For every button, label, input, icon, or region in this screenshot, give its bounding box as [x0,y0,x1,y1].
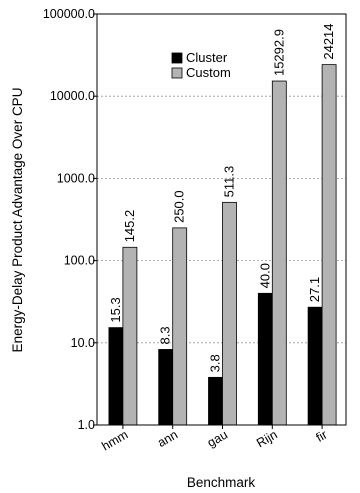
bar-custom-gau [222,201,237,426]
bars-layer [108,64,337,426]
bar-cluster-fir [307,306,323,426]
y-tick-label: 100.0 [64,254,95,268]
bar-cluster-ann [158,349,174,426]
legend-swatch-custom [171,67,183,79]
grid-layer [97,95,346,344]
legend: Cluster Custom [165,46,244,84]
data-label-cluster-gau: 3.8 [208,354,223,372]
data-label-custom-ann: 250.0 [172,190,187,223]
x-axis-title: Benchmark [187,475,256,490]
data-label-custom-fir: 24214 [321,23,336,59]
data-label-custom-gau: 511.3 [222,166,237,198]
y-tick-label: 1.0 [78,418,95,432]
y-tick-label: 100000.0 [43,7,95,21]
x-tick-label: Rijn [254,427,280,450]
y-axis-title: Energy-Delay Product Advantage Over CPU [10,88,25,353]
x-tick-label: hmm [99,427,130,453]
data-label-cluster-rijn: 40.0 [257,263,272,288]
legend-swatch-cluster [171,52,183,64]
bar-cluster-rijn [257,292,273,426]
bar-cluster-gau [208,376,223,426]
data-labels-layer: 15.3 145.2 8.3 250.0 3.8 511.3 40.0 15292.9 27.1… [108,23,336,372]
x-tick-label: ann [155,427,180,450]
bar-custom-hmm [122,246,138,426]
data-label-custom-rijn: 15292.9 [271,29,286,76]
legend-label-cluster: Cluster [186,50,228,65]
bar-custom-fir [321,64,337,426]
bar-custom-rijn [271,80,287,426]
data-label-cluster-fir: 27.1 [307,277,322,302]
data-label-custom-hmm: 145.2 [122,210,137,243]
legend-label-custom: Custom [186,65,231,80]
bar-cluster-hmm [108,327,124,426]
y-tick-label: 10000.0 [50,89,95,103]
y-tick-label: 1000.0 [57,171,95,185]
x-tick-label: gau [205,427,230,450]
y-tick-label: 10.0 [71,336,95,350]
data-label-cluster-hmm: 15.3 [108,297,123,322]
data-label-cluster-ann: 8.3 [158,326,173,344]
x-axis: hmm ann gau Rijn fir [99,425,330,453]
x-tick-label: fir [314,427,330,444]
y-axis: 1.0 10.0 100.0 1000.0 10000.0 100000.0 [43,7,97,432]
bar-custom-ann [172,227,188,426]
plot-frame [96,13,347,426]
